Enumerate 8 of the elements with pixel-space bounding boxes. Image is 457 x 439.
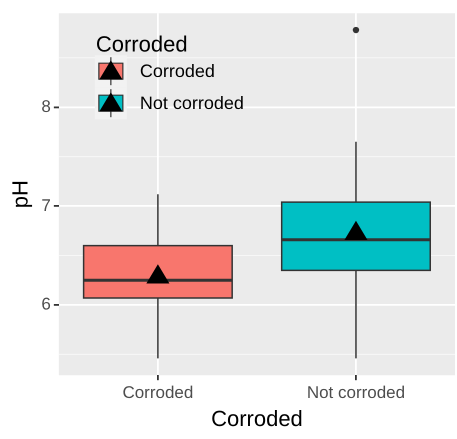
y-axis-title: pH [7,180,32,208]
legend-title: Corroded [96,31,188,56]
legend-label: Corroded [140,61,215,82]
y-tick-label: 7 [41,196,51,215]
legend-label: Not corroded [140,93,244,114]
y-tick-label: 8 [41,96,51,116]
y-tick-label: 6 [41,294,51,314]
x-axis-title: Corroded [211,406,303,431]
